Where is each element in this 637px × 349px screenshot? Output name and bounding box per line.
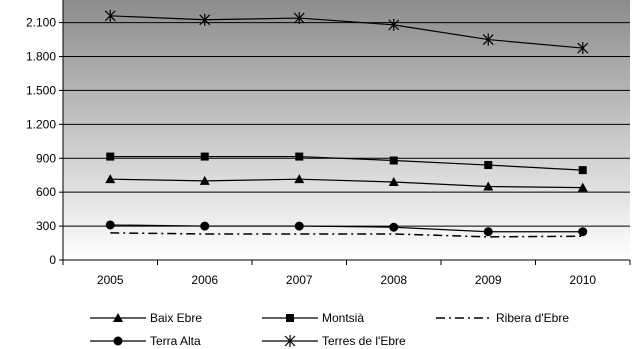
x-tick-label: 2010	[569, 273, 596, 287]
legend-label: Baix Ebre	[150, 311, 202, 325]
series-line	[110, 224, 583, 233]
legend-item: Terra Alta	[90, 334, 201, 348]
data-point	[577, 42, 589, 55]
data-point	[484, 161, 493, 170]
legend-item: Baix Ebre	[90, 311, 202, 325]
data-point	[293, 12, 305, 25]
data-point	[389, 156, 398, 165]
y-tick-label: 1.500	[26, 83, 56, 97]
series-2	[110, 232, 583, 238]
data-point	[483, 227, 493, 237]
data-point	[105, 220, 115, 230]
y-tick-label: 0	[49, 253, 56, 267]
data-point	[200, 152, 209, 161]
data-point	[104, 9, 116, 22]
y-tick-label: 1.200	[26, 117, 56, 131]
y-tick-label: 900	[36, 151, 56, 165]
legend-marker	[113, 313, 123, 322]
x-tick-label: 2008	[380, 273, 407, 287]
data-point	[106, 152, 115, 161]
x-tick-label: 2006	[191, 273, 218, 287]
data-point	[105, 174, 116, 184]
y-tick-label: 2.100	[26, 16, 56, 30]
legend-label: Ribera d'Ebre	[496, 311, 569, 325]
data-point	[482, 33, 494, 46]
legend-item: Terres de l'Ebre	[262, 334, 406, 348]
data-point	[200, 221, 210, 231]
data-point	[388, 177, 399, 186]
series-line	[110, 232, 583, 238]
legend-item: Ribera d'Ebre	[436, 311, 569, 325]
data-point	[388, 18, 400, 31]
y-tick-label: 600	[36, 185, 56, 199]
data-point	[578, 166, 587, 175]
data-point	[199, 13, 211, 26]
data-point	[389, 222, 399, 232]
plot-area	[63, 0, 630, 260]
y-tick-label: 1.800	[26, 50, 56, 64]
legend-marker	[286, 314, 294, 322]
x-tick-label: 2005	[97, 273, 124, 287]
data-point	[483, 181, 494, 191]
y-tick-label: 300	[36, 219, 56, 233]
legend-label: Terres de l'Ebre	[322, 334, 406, 348]
axes: 0 300 600 900 1.200 1.500 1.800 2.100 2005 2006 20…	[26, 0, 631, 287]
legend-label: Montsià	[322, 311, 364, 325]
legend-marker	[284, 335, 296, 347]
series-1	[106, 152, 587, 175]
data-point	[578, 227, 588, 237]
series-layer	[104, 9, 589, 238]
x-tick-label: 2009	[475, 273, 502, 287]
x-tick-label: 2007	[286, 273, 313, 287]
series-0	[105, 174, 588, 192]
data-point	[199, 175, 210, 185]
series-3	[105, 220, 588, 237]
data-point	[577, 182, 588, 192]
data-point	[295, 152, 304, 161]
legend-marker	[113, 336, 123, 346]
series-line	[110, 15, 583, 49]
series-4	[104, 9, 589, 55]
data-point	[294, 174, 305, 184]
legend-label: Terra Alta	[150, 334, 201, 348]
legend: Baix Ebre Montsià Ribera d'Ebre Terra Alta T…	[90, 311, 569, 348]
series-line	[110, 178, 583, 189]
data-point	[294, 221, 304, 231]
legend-item: Montsià	[262, 311, 364, 325]
series-line	[110, 155, 583, 171]
